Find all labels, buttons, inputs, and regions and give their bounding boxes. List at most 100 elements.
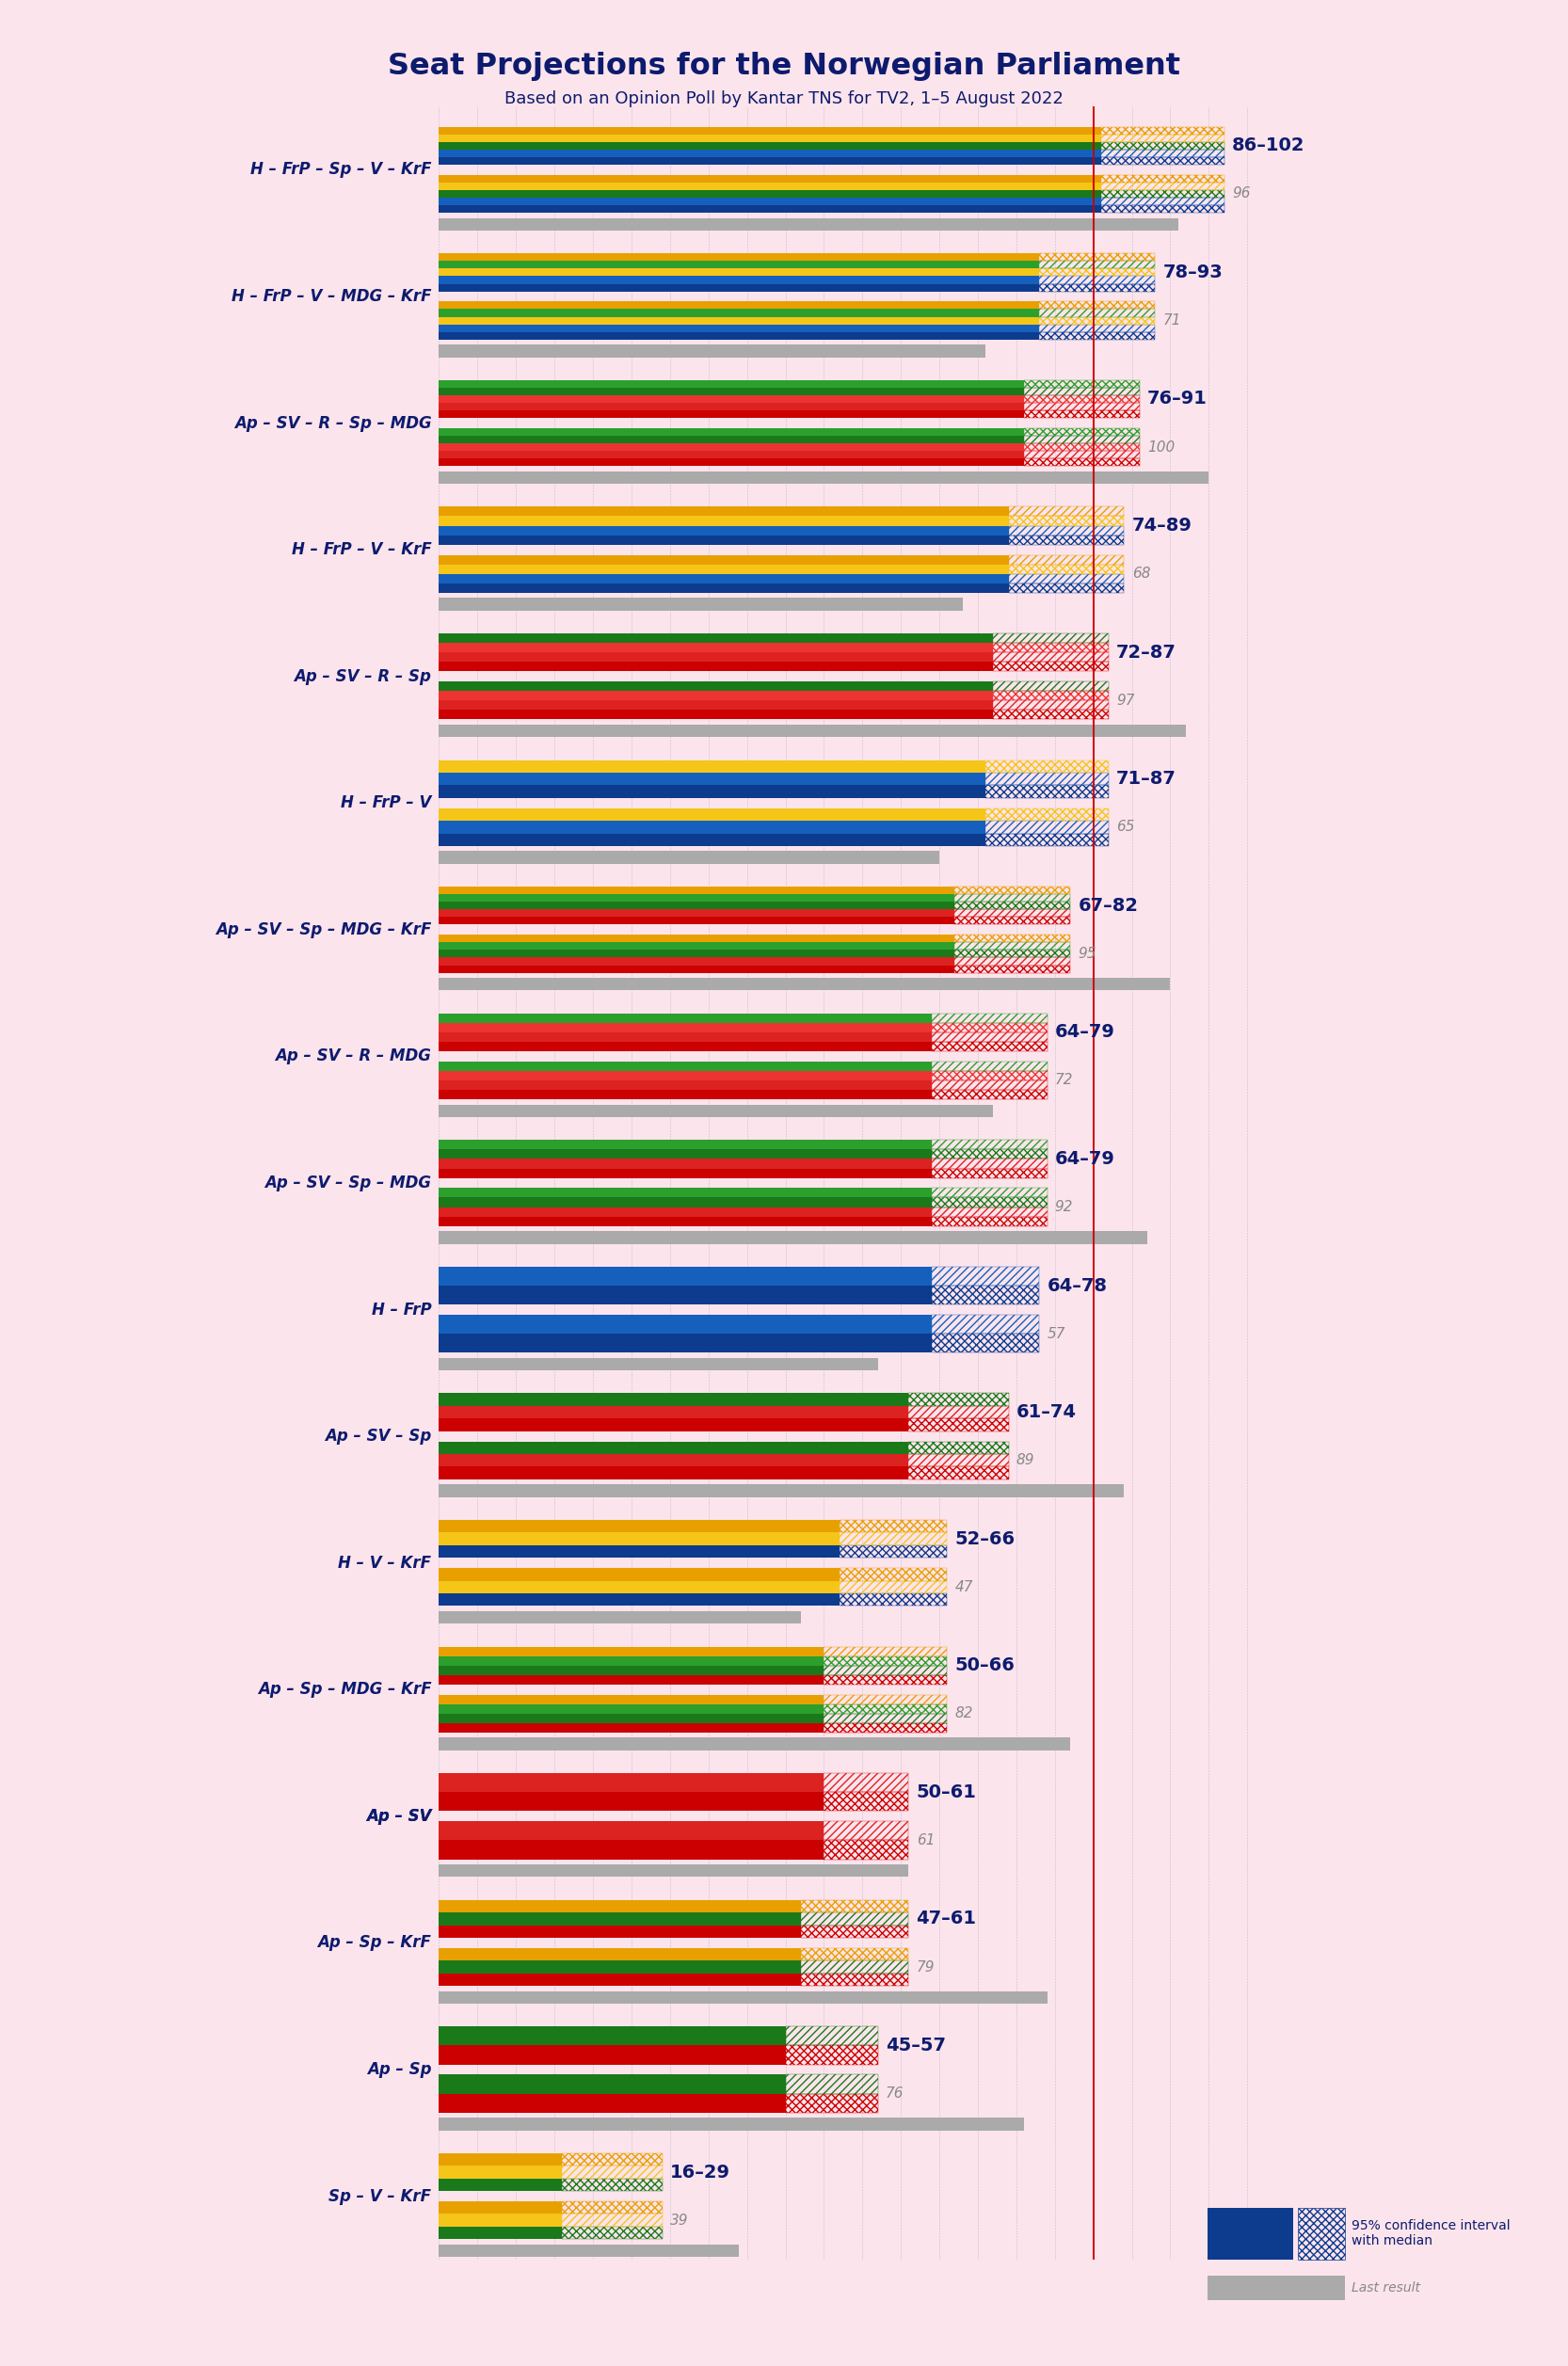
Bar [1040, 331, 1156, 338]
Bar [1008, 535, 1124, 544]
Bar [439, 894, 955, 901]
Text: 76–91: 76–91 [1148, 390, 1207, 407]
Bar [439, 554, 1008, 565]
Text: 71: 71 [1162, 312, 1181, 327]
Bar [439, 2179, 563, 2191]
Bar [439, 918, 955, 925]
Bar [955, 958, 1071, 965]
Bar [839, 1569, 947, 1580]
Bar [1024, 381, 1140, 388]
Text: 65: 65 [1116, 821, 1135, 835]
Bar [439, 1358, 878, 1370]
Bar [931, 1334, 1040, 1353]
Bar [439, 300, 1040, 310]
Bar [931, 1081, 1047, 1091]
Bar [439, 218, 1178, 230]
Bar [955, 951, 1071, 958]
Bar [823, 1822, 908, 1841]
Text: 95: 95 [1077, 946, 1096, 961]
Bar [439, 1091, 931, 1100]
Text: Ap – SV – R – Sp: Ap – SV – R – Sp [295, 667, 431, 684]
Bar [439, 1420, 908, 1431]
Bar [439, 2200, 563, 2215]
Bar [801, 1912, 908, 1926]
Bar [439, 1841, 823, 1860]
Bar [931, 1169, 1047, 1178]
Bar [439, 1992, 1047, 2004]
Bar [823, 1722, 947, 1732]
Text: 76: 76 [886, 2087, 903, 2101]
Bar [439, 2047, 786, 2066]
Bar [986, 774, 1109, 786]
Bar [1008, 525, 1124, 535]
Bar [439, 324, 1040, 331]
Bar [439, 284, 1040, 291]
Bar [986, 833, 1109, 847]
Bar [439, 1197, 931, 1207]
Bar [908, 1467, 1008, 1479]
Bar [801, 1900, 908, 1912]
Bar [931, 1266, 1040, 1285]
Bar [931, 1022, 1047, 1032]
Text: 64–79: 64–79 [1055, 1024, 1115, 1041]
Bar [1008, 565, 1124, 575]
Bar [931, 1091, 1047, 1100]
Bar [563, 2153, 662, 2165]
Bar [439, 724, 1185, 738]
Bar [439, 1159, 931, 1169]
Bar [439, 774, 986, 786]
Bar [439, 942, 955, 951]
Text: 78–93: 78–93 [1162, 263, 1223, 282]
Bar [931, 1032, 1047, 1041]
Bar [931, 1150, 1047, 1159]
Text: 47–61: 47–61 [916, 1909, 977, 1928]
Bar [786, 2075, 878, 2094]
Bar [1101, 135, 1225, 142]
Bar [908, 1455, 1008, 1467]
Bar [993, 710, 1109, 719]
Bar [1101, 149, 1225, 156]
Bar [955, 894, 1071, 901]
Bar [1101, 182, 1225, 189]
Text: 82: 82 [955, 1706, 974, 1720]
Bar [439, 435, 1024, 442]
Bar [439, 634, 993, 644]
Bar [439, 1519, 839, 1533]
Bar [439, 1656, 823, 1666]
Text: Ap – SV – R – MDG: Ap – SV – R – MDG [276, 1048, 431, 1065]
Bar [439, 575, 1008, 584]
Text: 95% confidence interval
with median: 95% confidence interval with median [1352, 2219, 1510, 2248]
Bar [439, 786, 986, 797]
Bar [839, 1533, 947, 1545]
Bar [439, 1704, 823, 1713]
Bar [439, 1022, 931, 1032]
Bar [439, 535, 1008, 544]
Bar [439, 1569, 839, 1580]
Bar [439, 189, 1101, 199]
Bar [908, 1420, 1008, 1431]
Bar [439, 381, 1024, 388]
Bar [993, 653, 1109, 662]
Bar [439, 821, 986, 833]
Bar [1024, 388, 1140, 395]
Bar [439, 1032, 931, 1041]
Bar [439, 1105, 993, 1117]
Bar [439, 428, 1024, 435]
Bar [439, 1926, 801, 1938]
Text: 96: 96 [1232, 187, 1250, 201]
Text: 72: 72 [1055, 1074, 1073, 1088]
Text: 97: 97 [1116, 693, 1135, 707]
Text: Ap – Sp – MDG – KrF: Ap – Sp – MDG – KrF [257, 1682, 431, 1699]
Bar [439, 958, 955, 965]
Bar [1101, 189, 1225, 199]
Bar [823, 1713, 947, 1722]
Bar [563, 2226, 662, 2238]
Bar [439, 1207, 931, 1216]
Bar [439, 1666, 823, 1675]
Bar [931, 1013, 1047, 1022]
Bar [839, 1592, 947, 1607]
Bar [823, 1656, 947, 1666]
Text: 79: 79 [916, 1959, 935, 1973]
Bar [1101, 175, 1225, 182]
Bar [786, 2047, 878, 2066]
